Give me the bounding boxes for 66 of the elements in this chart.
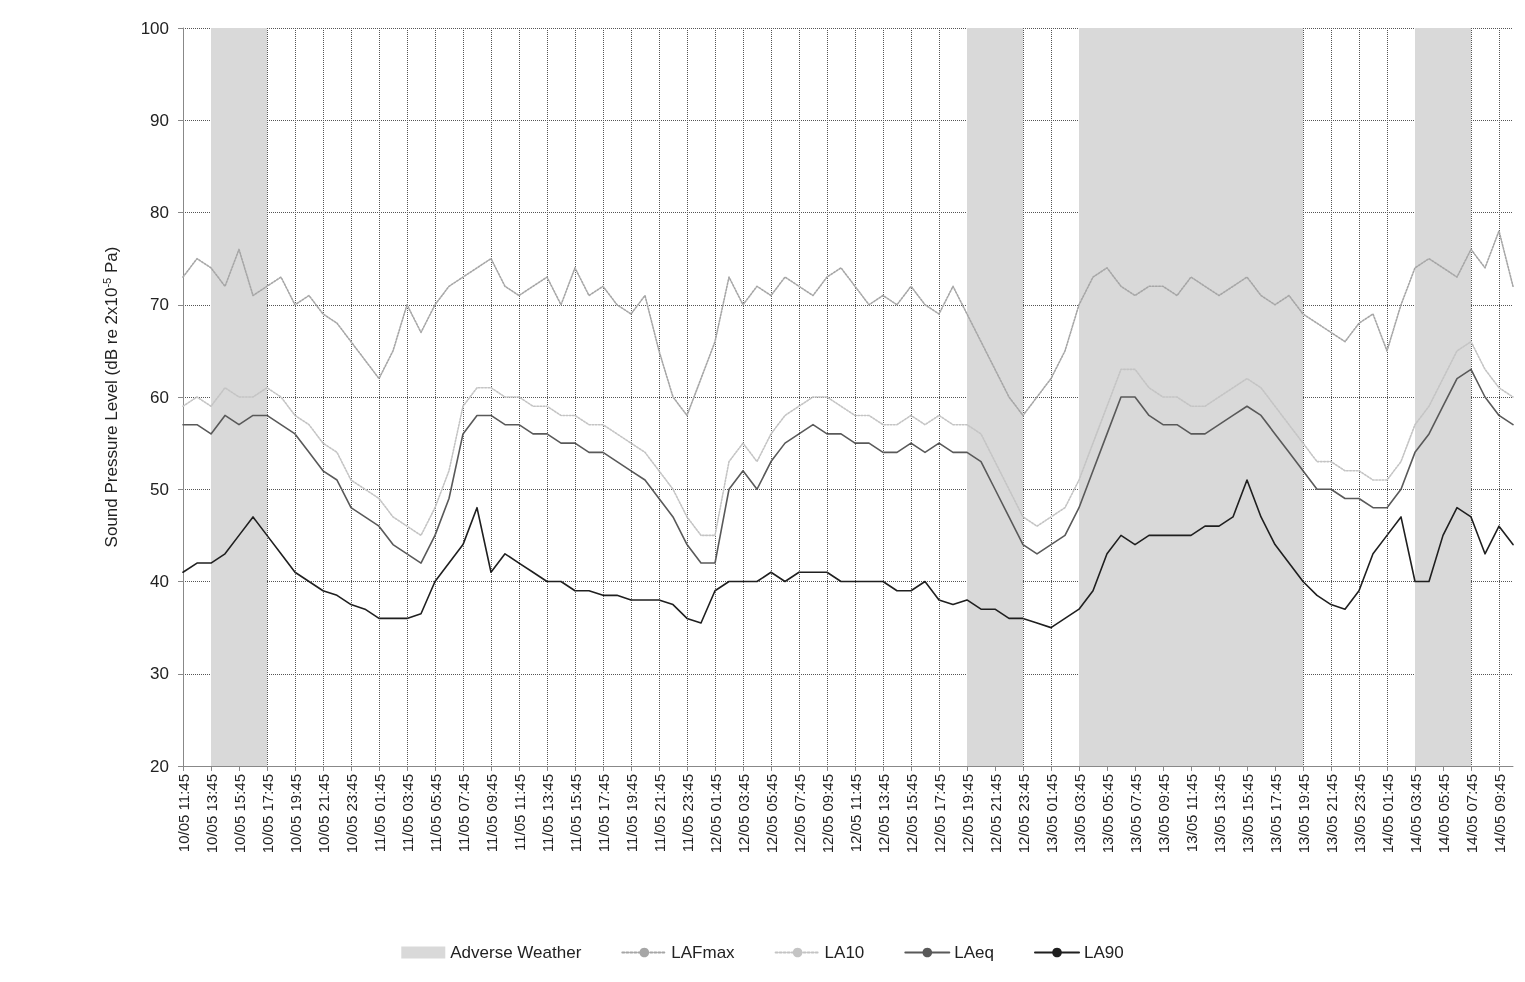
- x-tick-label: 12/05 11:45: [846, 774, 864, 853]
- y-axis-title: Sound Pressure Level (dB re 2x10-5 Pa): [100, 246, 121, 548]
- legend-label: Adverse Weather: [450, 943, 582, 962]
- x-tick-label: 11/05 09:45: [482, 774, 500, 853]
- legend-label: LA90: [1084, 943, 1124, 962]
- x-tick-label: 14/05 03:45: [1406, 774, 1424, 854]
- legend-label: LAeq: [954, 943, 995, 962]
- x-tick-label: 13/05 23:45: [1350, 774, 1368, 854]
- x-tick-label: 11/05 13:45: [538, 774, 556, 853]
- line-series: [182, 340, 1514, 537]
- y-tick-label: 90: [150, 110, 169, 130]
- x-tick-label: 13/05 15:45: [1238, 774, 1256, 854]
- x-tick-label: 13/05 03:45: [1070, 774, 1088, 854]
- x-tick-label: 12/05 07:45: [790, 774, 808, 854]
- legend-label: LAFmax: [671, 943, 736, 962]
- x-tick-label: 12/05 03:45: [734, 774, 752, 854]
- line-series: [182, 479, 1514, 629]
- x-tick-label: 10/05 21:45: [314, 774, 332, 854]
- line-series: [182, 230, 1514, 417]
- x-tick-label: 14/05 09:45: [1490, 774, 1508, 854]
- x-tick-label: 11/05 05:45: [426, 774, 444, 853]
- x-tick-label: 12/05 01:45: [706, 774, 724, 854]
- x-tick-label: 11/05 11:45: [510, 774, 528, 852]
- x-tick-label: 10/05 23:45: [342, 774, 360, 854]
- x-tick-label: 12/05 15:45: [902, 774, 920, 854]
- x-tick-label: 12/05 23:45: [1014, 774, 1032, 854]
- x-tick-label: 10/05 11:45: [174, 774, 192, 853]
- y-tick-label: 100: [140, 18, 169, 38]
- y-tick-label: 40: [150, 572, 169, 591]
- x-tick-label: 12/05 09:45: [818, 774, 836, 854]
- x-tick-label: 11/05 15:45: [566, 774, 584, 853]
- x-tick-label: 12/05 21:45: [986, 774, 1004, 854]
- x-tick-label: 12/05 17:45: [930, 774, 948, 854]
- x-tick-label: 12/05 13:45: [874, 774, 892, 854]
- x-tick-label: 10/05 13:45: [202, 774, 220, 854]
- y-tick-label: 60: [150, 387, 169, 407]
- x-tick-label: 14/05 07:45: [1462, 774, 1480, 854]
- x-tick-label: 14/05 01:45: [1378, 774, 1396, 854]
- x-tick-label: 14/05 05:45: [1434, 774, 1452, 854]
- x-tick-label: 10/05 15:45: [230, 774, 248, 854]
- x-tick-label: 12/05 19:45: [958, 774, 976, 854]
- x-tick-label: 11/05 07:45: [454, 774, 472, 853]
- x-tick-label: 11/05 17:45: [594, 774, 612, 853]
- legend-label: LA10: [824, 943, 865, 962]
- x-tick-label: 13/05 13:45: [1210, 774, 1228, 854]
- x-tick-label: 13/05 17:45: [1266, 774, 1284, 854]
- x-tick-label: 11/05 01:45: [370, 774, 388, 853]
- x-tick-label: 13/05 11:45: [1182, 774, 1200, 853]
- x-tick-label: 11/05 23:45: [678, 774, 696, 853]
- x-tick-label: 13/05 19:45: [1294, 774, 1312, 854]
- x-tick-label: 13/05 01:45: [1042, 774, 1060, 854]
- y-tick-label: 70: [150, 295, 169, 315]
- y-tick-label: 50: [150, 479, 169, 499]
- x-tick-label: 11/05 21:45: [650, 774, 668, 853]
- y-tick-label: 20: [150, 756, 169, 776]
- x-tick-label: 13/05 21:45: [1322, 774, 1340, 854]
- y-tick-label: 80: [150, 203, 169, 222]
- x-tick-label: 10/05 19:45: [286, 774, 304, 854]
- x-tick-label: 13/05 09:45: [1154, 774, 1172, 854]
- x-tick-label: 11/05 19:45: [622, 774, 640, 853]
- x-tick-label: 13/05 07:45: [1126, 774, 1144, 854]
- x-tick-label: 11/05 03:45: [398, 774, 416, 853]
- x-tick-label: 10/05 17:45: [258, 774, 276, 854]
- x-tick-label: 12/05 05:45: [762, 774, 780, 854]
- x-tick-label: 13/05 05:45: [1098, 774, 1116, 854]
- y-tick-label: 30: [150, 664, 169, 684]
